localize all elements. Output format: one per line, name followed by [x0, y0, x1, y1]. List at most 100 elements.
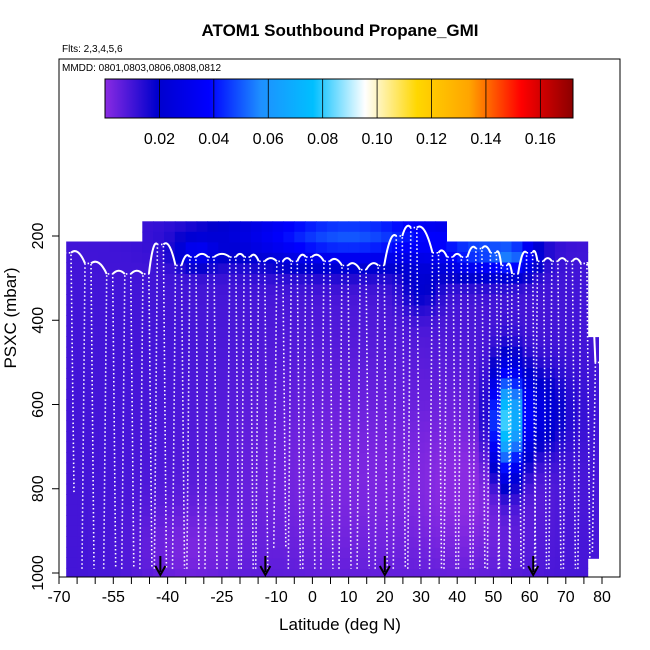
- heatmap-cell: [348, 263, 361, 275]
- heatmap-cell: [554, 399, 567, 411]
- heatmap-cell: [185, 474, 198, 486]
- heatmap-cell: [305, 358, 317, 370]
- heatmap-cell: [337, 273, 350, 285]
- heatmap-cell: [326, 221, 339, 233]
- heatmap-cell: [544, 294, 556, 306]
- heatmap-cell: [174, 231, 187, 243]
- heatmap-cell: [142, 463, 154, 475]
- heatmap-cell: [565, 473, 578, 485]
- heatmap-cell: [294, 242, 306, 254]
- heatmap-cell: [109, 420, 122, 432]
- heatmap-cell: [533, 431, 545, 443]
- heatmap-cell: [218, 526, 230, 538]
- heatmap-cell: [283, 358, 295, 370]
- heatmap-cell: [533, 525, 545, 537]
- heatmap-cell: [522, 567, 534, 577]
- heatmap-cell: [522, 262, 534, 274]
- heatmap-cell: [77, 367, 89, 379]
- heatmap-cell: [218, 558, 230, 570]
- heatmap-cell: [544, 567, 556, 577]
- heatmap-cell: [533, 399, 545, 411]
- heatmap-cell: [272, 358, 285, 370]
- heatmap-cell: [164, 547, 176, 559]
- heatmap-cell: [370, 231, 382, 243]
- heatmap-cell: [326, 421, 339, 433]
- heatmap-cell: [468, 346, 480, 358]
- heatmap-cell: [164, 368, 176, 380]
- heatmap-cell: [153, 400, 165, 412]
- heatmap-cell: [446, 410, 458, 422]
- heatmap-cell: [185, 252, 198, 264]
- x-tick-label: -40: [156, 589, 179, 606]
- heatmap-cell: [446, 388, 458, 400]
- heatmap-cell: [522, 325, 534, 337]
- heatmap-cell: [392, 442, 404, 454]
- heatmap-cell: [457, 567, 469, 577]
- heatmap-cell: [413, 231, 426, 243]
- heatmap-cell: [316, 295, 328, 307]
- heatmap-cell: [261, 221, 274, 233]
- heatmap-cell: [478, 515, 491, 527]
- heatmap-cell: [402, 231, 415, 243]
- heatmap-cell: [229, 379, 241, 391]
- heatmap-cell: [413, 389, 426, 401]
- heatmap-cell: [457, 378, 469, 390]
- heatmap-cell: [164, 305, 176, 317]
- heatmap-cell: [120, 494, 132, 506]
- heatmap-cell: [381, 410, 393, 422]
- heatmap-cell: [66, 252, 78, 264]
- heatmap-cell: [88, 399, 100, 411]
- heatmap-cell: [576, 357, 589, 369]
- heatmap-cell: [240, 400, 252, 412]
- heatmap-cell: [164, 379, 176, 391]
- heatmap-cell: [218, 368, 230, 380]
- heatmap-cell: [316, 316, 328, 328]
- heatmap-cell: [424, 326, 437, 338]
- heatmap-cell: [370, 368, 382, 380]
- heatmap-cell: [359, 516, 371, 528]
- heatmap-cell: [370, 547, 382, 559]
- heatmap-cell: [402, 431, 415, 443]
- heatmap-cell: [511, 346, 523, 358]
- flight-profile: [472, 247, 486, 569]
- heatmap-cell: [229, 252, 241, 264]
- heatmap-cell: [283, 505, 295, 517]
- heatmap-cell: [131, 525, 143, 537]
- heatmap-cell: [500, 388, 513, 400]
- heatmap-cell: [424, 431, 437, 443]
- heatmap-cell: [283, 568, 295, 577]
- heatmap-cell: [511, 283, 523, 295]
- heatmap-cell: [392, 431, 404, 443]
- heatmap-cell: [576, 494, 589, 506]
- heatmap-cell: [164, 221, 176, 233]
- heatmap-cell: [131, 473, 143, 485]
- dates-note: MMDD: 0801,0803,0806,0808,0812: [62, 63, 221, 74]
- heatmap-cell: [457, 241, 469, 253]
- heatmap-cell: [544, 367, 556, 379]
- heatmap-cell: [305, 221, 317, 233]
- heatmap-cell: [77, 325, 89, 337]
- heatmap-cell: [316, 389, 328, 401]
- heatmap-cell: [88, 388, 100, 400]
- heatmap-cell: [174, 326, 187, 338]
- heatmap-cell: [66, 399, 78, 411]
- heatmap-cell: [185, 368, 198, 380]
- flight-profile: [522, 252, 537, 569]
- x-tick-label: -25: [210, 589, 233, 606]
- heatmap-cell: [533, 346, 545, 358]
- heatmap-cell: [109, 325, 122, 337]
- x-tick-label: -55: [102, 589, 125, 606]
- heatmap-cell: [77, 294, 89, 306]
- heatmap-cell: [424, 568, 437, 577]
- heatmap-cell: [120, 357, 132, 369]
- heatmap-cell: [359, 316, 371, 328]
- heatmap-cell: [446, 378, 458, 390]
- heatmap-cell: [576, 399, 589, 411]
- heatmap-cell: [565, 357, 578, 369]
- heatmap-cell: [185, 452, 198, 464]
- heatmap-cell: [446, 494, 458, 506]
- heatmap-cell: [283, 221, 295, 233]
- heatmap-cell: [533, 367, 545, 379]
- heatmap-cell: [98, 420, 111, 432]
- heatmap-cell: [164, 389, 176, 401]
